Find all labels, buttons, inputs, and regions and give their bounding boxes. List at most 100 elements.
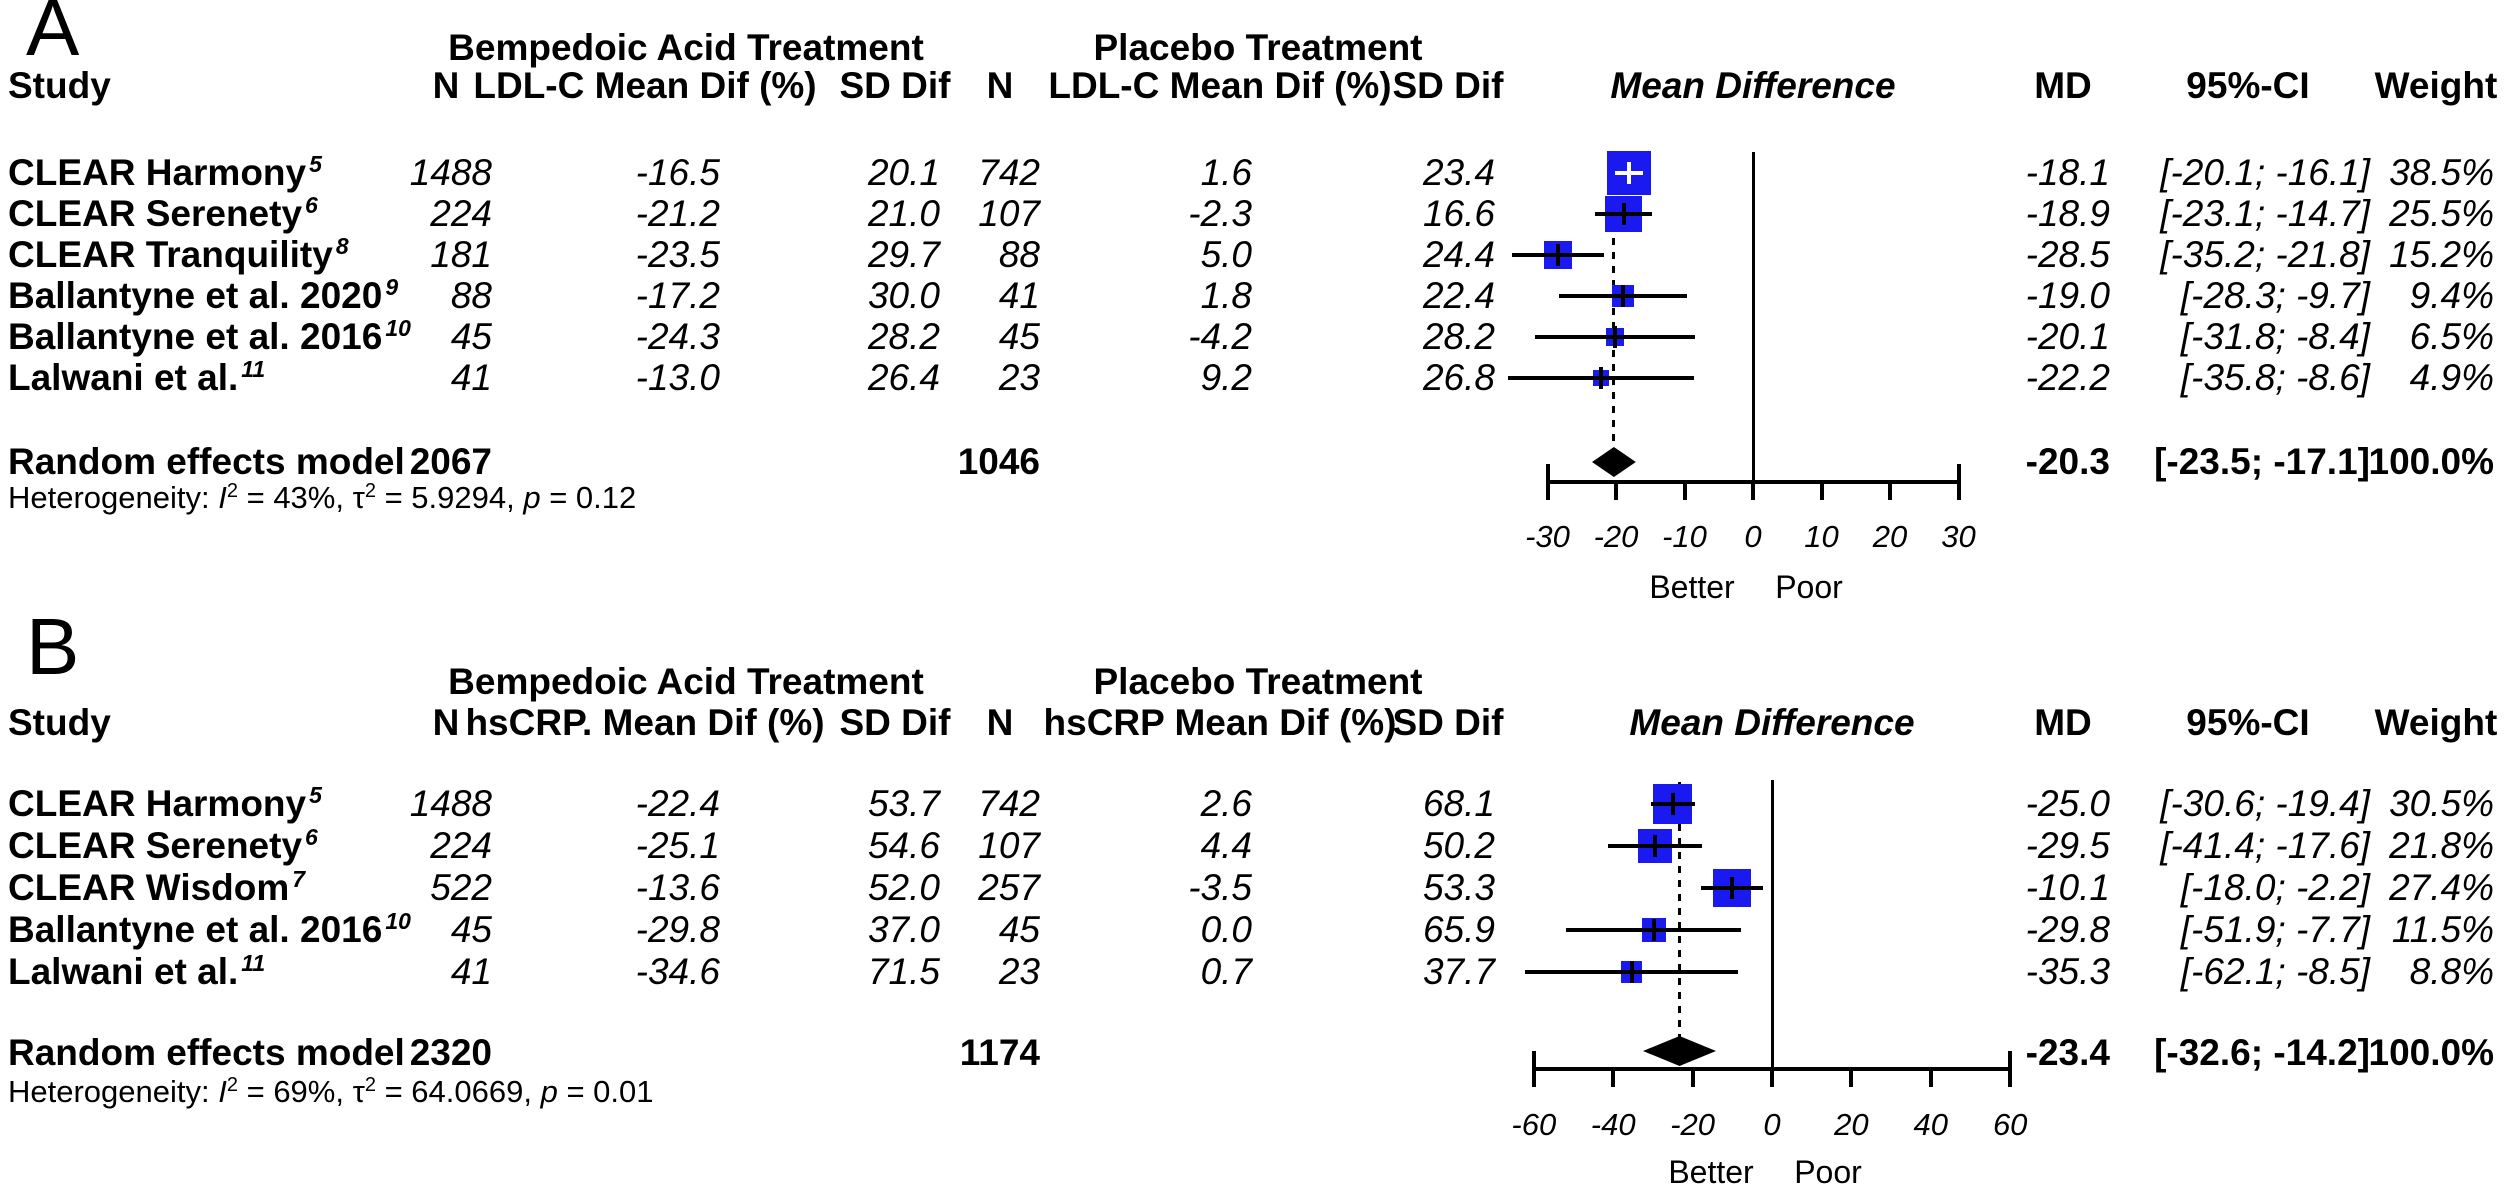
n-placebo-value: 107: [978, 193, 1040, 234]
axis-tick: [1751, 482, 1755, 500]
axis-tick-label: -20: [1670, 1107, 1715, 1142]
axis-tick: [1819, 482, 1824, 500]
axis-tick: [1545, 482, 1550, 500]
column-header-ci: 95%-CI: [2186, 65, 2310, 106]
sd-treatment-value: 53.7: [867, 783, 940, 824]
axis-tick-label: -20: [1593, 519, 1639, 554]
column-header-study: Study: [8, 65, 111, 106]
axis-tick-label: 60: [1992, 1107, 2028, 1142]
sd-treatment-value: 37.0: [867, 909, 940, 950]
study-reference-number: 8: [335, 233, 349, 259]
weight-value: 6.5%: [2409, 316, 2494, 357]
sd-placebo-value: 26.8: [1422, 357, 1495, 398]
sd-treatment-value: 71.5: [867, 951, 940, 992]
md-value: -20.1: [2025, 316, 2110, 357]
study-name: Lalwani et al.: [8, 951, 239, 992]
study-reference-number: 7: [292, 866, 306, 892]
heterogeneity-segment: = 0.12: [540, 480, 637, 515]
point-estimate-tick: [1621, 203, 1626, 225]
axis-end-tick-left: [1545, 464, 1550, 482]
heterogeneity-segment: p: [523, 480, 541, 515]
meandif-treatment-value: -13.0: [635, 357, 720, 398]
study-label: Lalwani et al. 11: [8, 356, 628, 398]
n-treatment-value: 41: [450, 357, 492, 398]
sd-placebo-value: 50.2: [1422, 825, 1495, 866]
n-treatment-value: 224: [430, 825, 492, 866]
meandif-placebo-value: 1.8: [1200, 275, 1252, 316]
axis-tick: [2008, 1069, 2013, 1087]
meandif-placebo-value: 2.6: [1200, 783, 1252, 824]
point-estimate-tick: [1613, 326, 1618, 348]
study-label: Lalwani et al. 11: [8, 950, 628, 992]
summary-n-treatment: 2320: [409, 1032, 492, 1073]
weight-value: 15.2%: [2389, 234, 2494, 275]
sd-placebo-value: 24.4: [1422, 234, 1495, 275]
study-reference-number: 9: [385, 274, 399, 300]
axis-tick-label: 20: [1872, 519, 1908, 554]
column-header-md: MD: [2034, 65, 2092, 106]
meandif-treatment-value: -13.6: [635, 867, 720, 908]
column-header-meandif-treatment: hsCRP. Mean Dif (%): [465, 702, 825, 743]
axis-tick-label: -10: [1662, 519, 1707, 554]
axis-tick: [1928, 1069, 1933, 1087]
summary-label: Random effects model: [8, 1032, 405, 1073]
summary-n-placebo: 1174: [959, 1032, 1040, 1073]
sd-placebo-value: 68.1: [1422, 783, 1495, 824]
ci-value: [-35.2; -21.8]: [2160, 234, 2370, 275]
heterogeneity-segment: = 5.9294,: [375, 480, 524, 515]
axis-tick-label: -60: [1511, 1107, 1557, 1142]
heterogeneity-superscript: 2: [226, 480, 238, 502]
panel-letter: B: [26, 602, 80, 691]
study-label: CLEAR Tranquility 8: [8, 233, 628, 275]
sd-treatment-value: 52.0: [867, 867, 940, 908]
study-name: CLEAR Tranquility: [8, 234, 333, 275]
study-label: Ballantyne et al. 2016 10: [8, 908, 628, 950]
zero-line: [1751, 152, 1755, 482]
study-label: CLEAR Wisdom 7: [8, 866, 628, 908]
md-value: -10.1: [2025, 867, 2110, 908]
point-estimate-tick: [1627, 162, 1631, 184]
point-estimate-tick: [1652, 835, 1657, 857]
axis-tick: [1690, 1069, 1695, 1087]
axis-end-tick-right: [1956, 464, 1961, 482]
n-placebo-value: 742: [978, 152, 1040, 193]
summary-weight-value: 100.0%: [2368, 441, 2495, 482]
n-treatment-value: 1488: [409, 152, 492, 193]
meandif-placebo-value: 0.0: [1200, 909, 1252, 950]
ci-value: [-35.8; -8.6]: [2180, 357, 2370, 398]
md-value: -28.5: [2025, 234, 2110, 275]
column-header-sd-treatment: SD Dif: [839, 702, 951, 743]
weight-value: 38.5%: [2389, 152, 2494, 193]
n-placebo-value: 45: [998, 909, 1040, 950]
md-value: -22.2: [2025, 357, 2110, 398]
axis-tick: [1956, 482, 1961, 500]
n-treatment-value: 181: [430, 234, 492, 275]
study-name: CLEAR Harmony: [8, 152, 307, 193]
column-header-n-placebo: N: [986, 65, 1014, 106]
column-header-meandif-treatment: LDL-C Mean Dif (%): [473, 65, 817, 106]
direction-label-poor: Poor: [1775, 569, 1843, 605]
ci-value: [-23.1; -14.7]: [2160, 193, 2370, 234]
summary-ci-value: [-23.5; -17.1]: [2154, 441, 2370, 482]
md-value: -18.9: [2025, 193, 2110, 234]
sd-treatment-value: 20.1: [867, 152, 940, 193]
column-header-n-treatment: N: [432, 702, 460, 743]
axis-tick-label: 0: [1744, 519, 1762, 554]
meandif-treatment-value: -23.5: [635, 234, 720, 275]
heterogeneity-segment: I: [218, 1074, 227, 1109]
meandif-placebo-value: 0.7: [1200, 951, 1252, 992]
column-header-meandif-placebo: hsCRP Mean Dif (%): [1043, 702, 1397, 743]
meandif-treatment-value: -24.3: [635, 316, 720, 357]
column-header-weight: Weight: [2374, 65, 2498, 106]
n-placebo-value: 41: [998, 275, 1040, 316]
heterogeneity-superscript: 2: [226, 1074, 238, 1096]
column-header-mean-difference-plot: Mean Difference: [1610, 65, 1896, 106]
meandif-treatment-value: -16.5: [635, 152, 720, 193]
group-header-treatment: Bempedoic Acid Treatment: [448, 661, 924, 702]
heterogeneity-superscript: 2: [364, 1074, 376, 1096]
study-label: CLEAR Harmony 5: [8, 151, 628, 193]
study-reference-number: 5: [309, 782, 322, 808]
panel-letter: A: [26, 0, 80, 72]
n-treatment-value: 224: [430, 193, 492, 234]
study-reference-number: 11: [241, 356, 266, 382]
